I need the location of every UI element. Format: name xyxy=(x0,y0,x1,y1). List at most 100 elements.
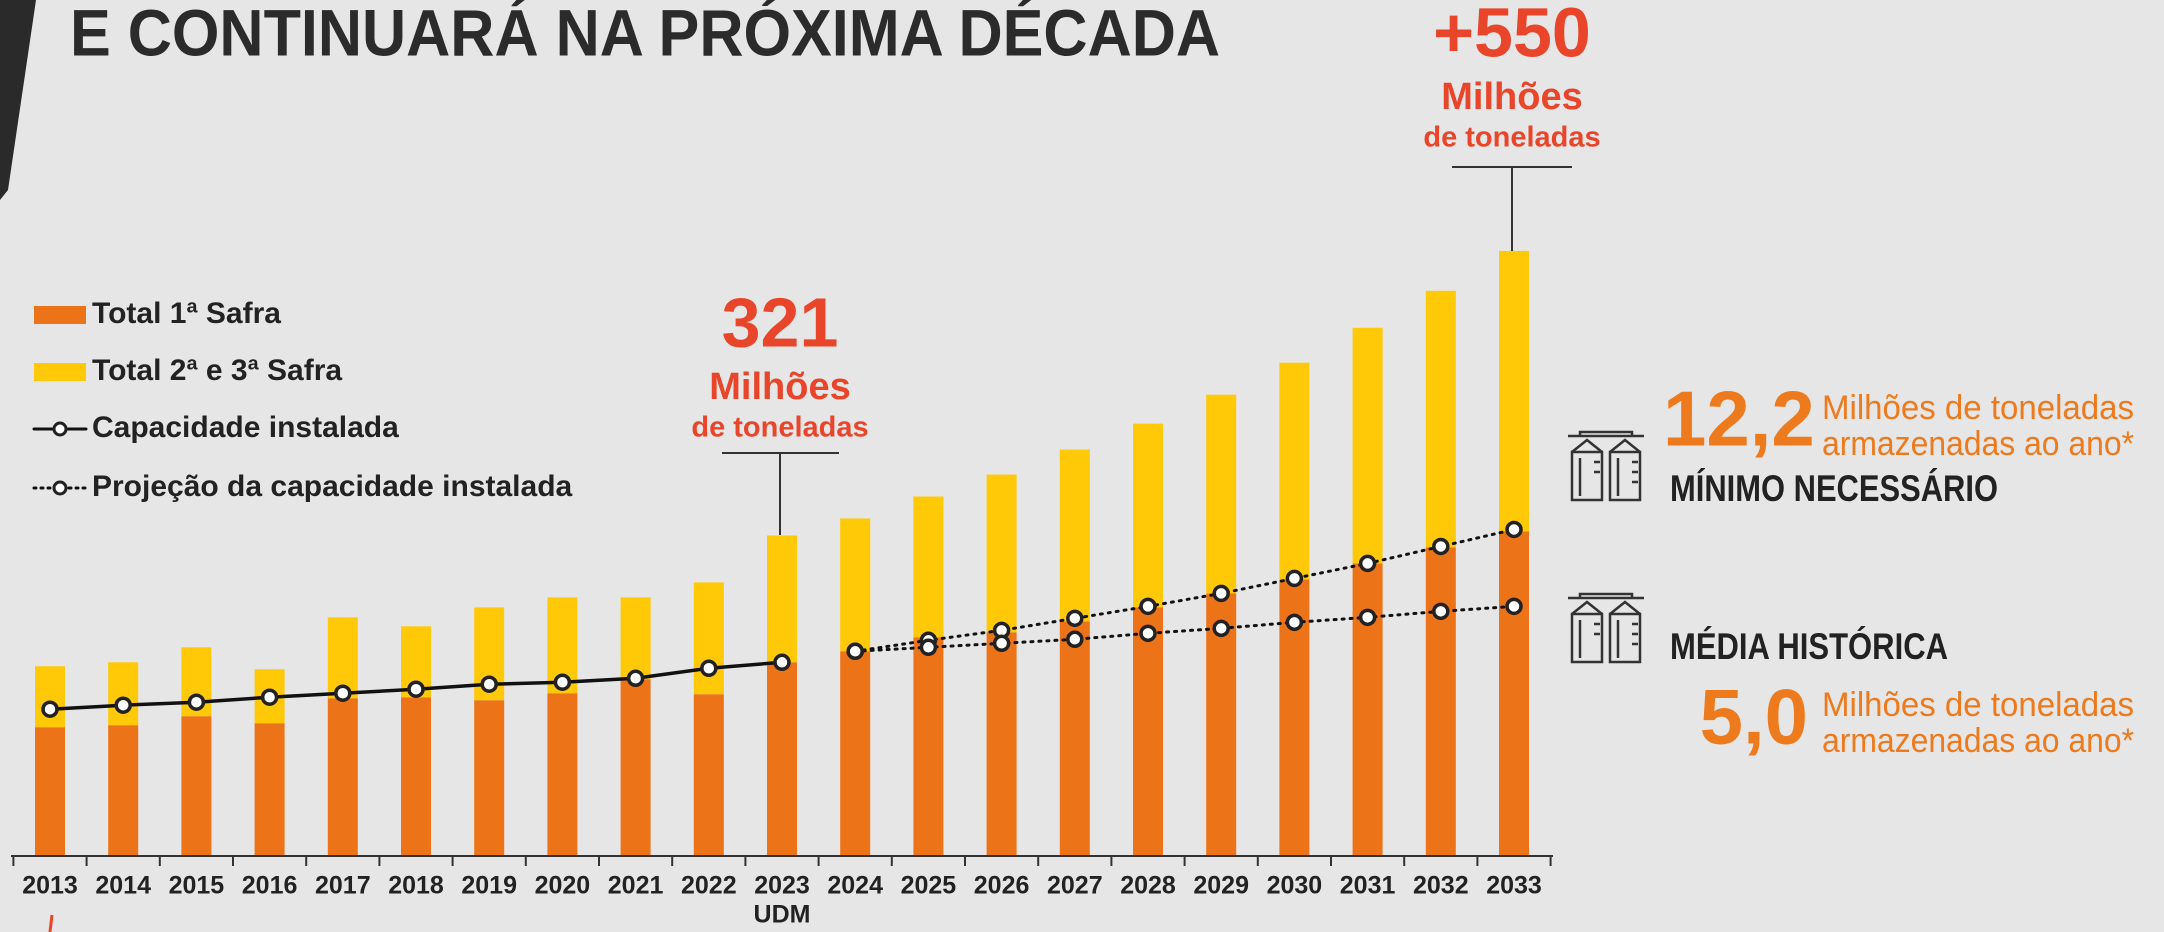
bar-segment xyxy=(1059,621,1090,856)
line-point xyxy=(480,675,498,693)
x-tick-label: 2020 xyxy=(535,872,591,900)
annotation-value: 321 xyxy=(722,283,839,361)
bar-segment xyxy=(840,651,871,856)
annotation-unit: Milhões xyxy=(709,366,850,408)
x-tick-label: 2031 xyxy=(1340,872,1396,900)
legend-swatch-point xyxy=(52,421,68,437)
line-point xyxy=(919,638,938,657)
side-note-label: MÉDIA HISTÓRICA xyxy=(1670,625,1948,667)
x-tick-label: 2025 xyxy=(901,872,957,900)
bar-segment xyxy=(986,474,1017,633)
bar-segment xyxy=(181,716,212,856)
bar-segment xyxy=(1059,449,1090,622)
bar-segment xyxy=(474,700,505,856)
line-point xyxy=(1066,609,1084,628)
x-tick-label: 2017 xyxy=(315,872,371,900)
line-point xyxy=(407,680,425,698)
annotation-unit: Milhões xyxy=(1441,76,1582,118)
legend-swatch xyxy=(34,363,86,381)
legend-swatch-point xyxy=(52,480,68,496)
bar-segment xyxy=(1352,327,1383,564)
x-tick-label: 2030 xyxy=(1267,872,1323,900)
line-point xyxy=(187,693,206,711)
bar-segment xyxy=(1499,531,1529,856)
bar-segment xyxy=(620,597,651,680)
line-point xyxy=(1212,619,1230,638)
bar-segment xyxy=(1425,290,1456,548)
line-point xyxy=(773,653,791,672)
side-note-text: armazenadas ao ano* xyxy=(1822,722,2134,760)
bar-segment xyxy=(1352,563,1383,856)
line-point xyxy=(700,659,718,678)
line-point xyxy=(1212,584,1230,603)
x-tick-label: 2019 xyxy=(461,872,517,900)
line-point xyxy=(334,684,352,702)
line-point xyxy=(260,688,279,706)
side-note-label: MÍNIMO NECESSÁRIO xyxy=(1670,468,1998,509)
line-point xyxy=(1285,569,1304,588)
legend-label: Capacidade instalada xyxy=(92,411,399,444)
x-tick-label: 2016 xyxy=(242,872,298,900)
bar-segment xyxy=(1133,607,1163,856)
bar-segment xyxy=(1279,362,1310,580)
line-point xyxy=(1139,597,1157,616)
x-tick-label: 2026 xyxy=(974,872,1030,900)
x-tick-label: 2018 xyxy=(388,872,444,900)
line-point xyxy=(1285,613,1304,632)
line-point xyxy=(1358,608,1377,627)
silo-icon xyxy=(1568,430,1644,502)
bar-segment xyxy=(327,698,358,856)
accent-mark xyxy=(48,914,54,932)
side-note-text: armazenadas ao ano* xyxy=(1822,425,2134,463)
bar-segment xyxy=(986,632,1017,856)
line-point xyxy=(626,669,645,688)
bar-segment xyxy=(254,723,285,856)
corner-wedge xyxy=(0,0,36,200)
bar-segment xyxy=(108,725,139,856)
x-tick-label: 2029 xyxy=(1193,872,1249,900)
side-note-text: Milhões de toneladas xyxy=(1822,389,2134,427)
side-note-value: 12,2 xyxy=(1663,375,1815,463)
x-tick-label: 2032 xyxy=(1413,872,1469,900)
line-point xyxy=(846,642,864,661)
line-point xyxy=(1139,624,1157,643)
bar-segment xyxy=(108,662,139,726)
line-point xyxy=(1432,537,1450,556)
line-series xyxy=(853,604,1516,653)
bar-segment xyxy=(1206,593,1237,856)
legend-label: Projeção da capacidade instalada xyxy=(92,470,573,503)
bar-segment xyxy=(767,662,797,856)
line-point xyxy=(1066,630,1084,649)
x-tick-label: 2015 xyxy=(169,872,225,900)
bar-segment xyxy=(693,582,724,695)
line-point xyxy=(41,700,59,718)
line-point xyxy=(553,673,572,691)
x-tick-label: 2028 xyxy=(1120,872,1176,900)
bar-segment xyxy=(547,693,578,856)
bar-segment xyxy=(913,496,944,638)
annotation-value: +550 xyxy=(1433,0,1591,71)
bar-segment xyxy=(35,666,65,728)
bar-segment xyxy=(620,679,651,856)
chart-title: E CONTINUARÁ NA PRÓXIMA DÉCADA xyxy=(70,0,1220,69)
bar-segment xyxy=(767,535,797,663)
line-point xyxy=(114,696,132,714)
x-tick-label: 2021 xyxy=(608,872,664,900)
bar-segment xyxy=(35,727,65,856)
side-note-value: 5,0 xyxy=(1700,673,1808,761)
bar-segment xyxy=(1425,547,1456,856)
bar-segment xyxy=(693,694,724,856)
x-tick-label: 2014 xyxy=(95,872,151,900)
line-point xyxy=(1432,602,1450,621)
side-note-text: Milhões de toneladas xyxy=(1822,686,2134,724)
line-point xyxy=(1358,554,1377,573)
bar-segment xyxy=(401,697,431,856)
bar-segment xyxy=(1206,394,1237,594)
x-tick-label: 2027 xyxy=(1047,872,1103,900)
bar-segment xyxy=(840,518,871,652)
bar-segment xyxy=(1499,250,1529,532)
line-point xyxy=(1505,520,1523,539)
x-tick-label: 2013 xyxy=(22,872,78,900)
